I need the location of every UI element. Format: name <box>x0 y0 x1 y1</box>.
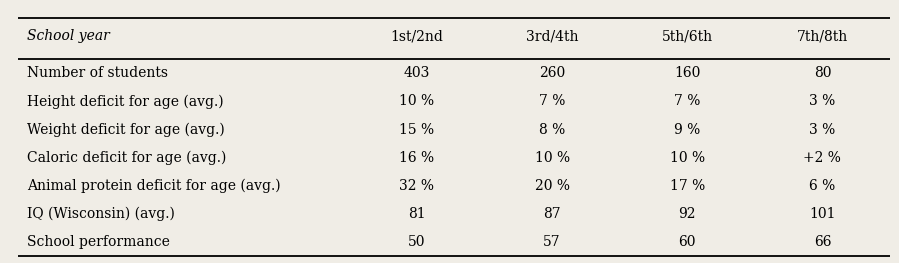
Text: School performance: School performance <box>27 235 170 249</box>
Text: 17 %: 17 % <box>670 179 705 193</box>
Text: +2 %: +2 % <box>804 151 841 165</box>
Text: 7 %: 7 % <box>539 94 565 108</box>
Text: 5th/6th: 5th/6th <box>662 29 713 43</box>
Text: Height deficit for age (avg.): Height deficit for age (avg.) <box>27 94 224 109</box>
Text: 16 %: 16 % <box>399 151 434 165</box>
Text: 101: 101 <box>809 207 836 221</box>
Text: 87: 87 <box>543 207 561 221</box>
Text: Caloric deficit for age (avg.): Caloric deficit for age (avg.) <box>27 150 227 165</box>
Text: 10 %: 10 % <box>535 151 570 165</box>
Text: 7th/8th: 7th/8th <box>797 29 848 43</box>
Text: 57: 57 <box>543 235 561 249</box>
Text: 3rd/4th: 3rd/4th <box>526 29 578 43</box>
Text: 60: 60 <box>679 235 696 249</box>
Text: 403: 403 <box>404 66 430 80</box>
Text: 7 %: 7 % <box>674 94 700 108</box>
Text: 1st/2nd: 1st/2nd <box>390 29 443 43</box>
Text: 66: 66 <box>814 235 832 249</box>
Text: 81: 81 <box>408 207 426 221</box>
Text: 20 %: 20 % <box>535 179 570 193</box>
Text: Animal protein deficit for age (avg.): Animal protein deficit for age (avg.) <box>27 179 280 193</box>
Text: 8 %: 8 % <box>539 123 565 136</box>
Text: Weight deficit for age (avg.): Weight deficit for age (avg.) <box>27 122 225 137</box>
Text: 15 %: 15 % <box>399 123 434 136</box>
Text: 80: 80 <box>814 66 832 80</box>
Text: 32 %: 32 % <box>399 179 434 193</box>
Text: School year: School year <box>27 29 110 43</box>
Text: 92: 92 <box>679 207 696 221</box>
Text: 9 %: 9 % <box>674 123 700 136</box>
Text: 3 %: 3 % <box>809 94 835 108</box>
Text: 50: 50 <box>408 235 426 249</box>
Text: 10 %: 10 % <box>399 94 434 108</box>
Text: 260: 260 <box>539 66 565 80</box>
Text: 160: 160 <box>674 66 700 80</box>
Text: 3 %: 3 % <box>809 123 835 136</box>
Text: Number of students: Number of students <box>27 66 168 80</box>
Text: 10 %: 10 % <box>670 151 705 165</box>
Text: 6 %: 6 % <box>809 179 835 193</box>
Text: IQ (Wisconsin) (avg.): IQ (Wisconsin) (avg.) <box>27 207 174 221</box>
